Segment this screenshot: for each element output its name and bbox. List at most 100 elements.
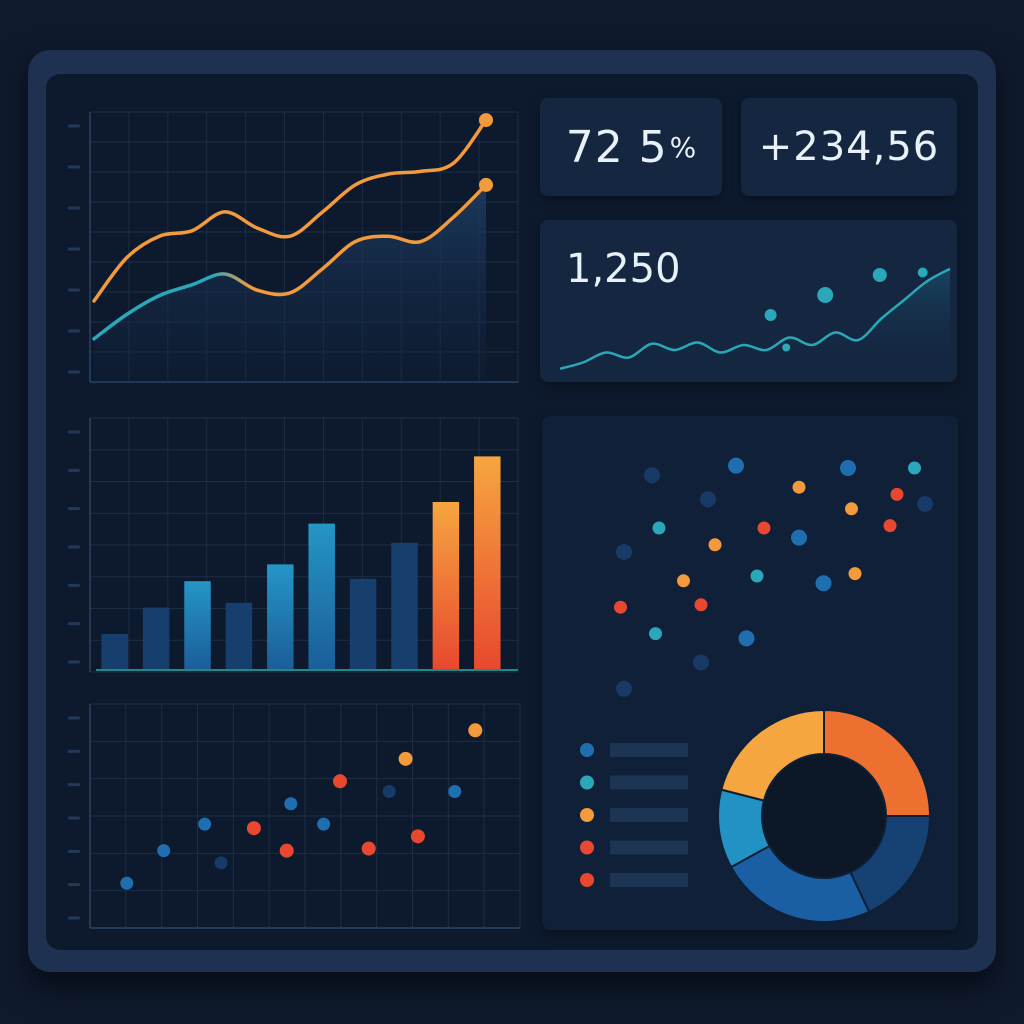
- scatter-point: [848, 567, 862, 581]
- y-tick-mark: [68, 430, 80, 434]
- scatter-point: [279, 843, 294, 858]
- bar: [267, 564, 294, 670]
- sparkline-point: [817, 287, 834, 303]
- y-tick-mark: [68, 206, 80, 210]
- sparkline-point: [917, 267, 928, 278]
- series-line-2: [92, 183, 488, 341]
- y-tick-mark: [68, 716, 80, 720]
- kpi-card-delta: +234,56: [741, 98, 957, 196]
- scatter-point: [652, 521, 666, 535]
- scatter-point: [840, 460, 856, 476]
- scatter-point: [333, 774, 347, 789]
- scatter-point: [614, 600, 627, 614]
- kpi-delta: +234,56: [741, 98, 957, 196]
- bar: [225, 602, 253, 670]
- kpi-card-count: 1,250: [540, 220, 957, 382]
- y-tick-mark: [68, 247, 80, 251]
- y-tick-mark: [68, 288, 80, 292]
- scatter-point: [644, 467, 660, 484]
- scatter-point: [120, 876, 134, 890]
- bar: [391, 542, 418, 670]
- bar-chart: [68, 417, 519, 673]
- scatter-chart-grid: [68, 703, 521, 929]
- scatter-point: [693, 654, 709, 671]
- sparkline-chart: [559, 267, 951, 375]
- kpi-percent-unit: %: [669, 130, 697, 164]
- scatter-point: [198, 817, 212, 831]
- legend-label-bar: [610, 743, 688, 757]
- legend-swatch: [580, 775, 594, 790]
- scatter-point: [246, 821, 261, 836]
- scatter-point: [398, 751, 413, 766]
- legend-swatch: [580, 840, 594, 855]
- scatter-point: [750, 569, 764, 583]
- scatter-chart-right: [614, 457, 933, 697]
- kpi-card-percent: 72 5%: [540, 98, 722, 196]
- legend-label-bar: [610, 775, 688, 790]
- scatter-point: [157, 844, 171, 858]
- y-tick-mark: [68, 622, 80, 626]
- donut-hole: [763, 755, 885, 877]
- y-tick-mark: [68, 468, 80, 472]
- scatter-point: [738, 630, 755, 647]
- scatter-donut-panel: [542, 416, 958, 930]
- scatter-point: [214, 856, 228, 870]
- scatter-point: [791, 529, 807, 546]
- scatter-point: [284, 797, 298, 811]
- sparkline-point: [764, 309, 777, 321]
- series-line-1: [92, 118, 488, 303]
- bar: [101, 634, 128, 670]
- scatter-point: [845, 502, 858, 516]
- donut-chart: [717, 708, 932, 923]
- scatter-point: [708, 538, 722, 552]
- bar: [349, 578, 377, 670]
- bar: [184, 581, 211, 670]
- scatter-point: [361, 841, 376, 856]
- sparkline-area: [560, 268, 950, 375]
- bar: [432, 502, 460, 670]
- y-tick-mark: [68, 749, 80, 753]
- kpi-count-value: 1,250: [566, 246, 681, 292]
- legend-swatch: [580, 808, 594, 822]
- y-tick-mark: [68, 165, 80, 169]
- y-tick-mark: [68, 916, 80, 920]
- series-area: [94, 184, 486, 382]
- series-end-point: [479, 113, 493, 128]
- legend-label-bar: [610, 840, 688, 855]
- scatter-point: [448, 784, 462, 798]
- scatter-point: [728, 457, 744, 474]
- y-tick-mark: [68, 816, 80, 820]
- scatter-point: [382, 784, 396, 798]
- scatter-point: [468, 723, 483, 738]
- scatter-point: [694, 598, 708, 612]
- donut-legend: [580, 743, 688, 887]
- line-chart: [68, 111, 519, 383]
- bar: [308, 523, 335, 670]
- y-tick-mark: [68, 370, 80, 374]
- donut-slice: [720, 708, 825, 802]
- kpi-percent-value: 72 5: [565, 121, 668, 173]
- kpi-percent: 72 5%: [540, 98, 722, 196]
- donut-slice: [823, 708, 932, 817]
- scatter-point: [616, 544, 632, 560]
- scatter-point: [890, 487, 904, 501]
- scatter-point: [700, 491, 716, 508]
- legend-swatch: [580, 743, 594, 757]
- legend-label-bar: [610, 873, 688, 887]
- scatter-chart: [68, 703, 521, 929]
- legend-swatch: [580, 873, 594, 887]
- sparkline-point: [782, 343, 791, 352]
- bar: [474, 456, 501, 670]
- scatter-point: [317, 817, 331, 831]
- sparkline-point: [872, 268, 887, 282]
- scatter-point: [917, 496, 933, 512]
- y-tick-mark: [68, 660, 80, 664]
- scatter-point: [616, 680, 632, 697]
- y-tick-mark: [68, 883, 80, 887]
- scatter-point: [883, 519, 897, 533]
- y-tick-mark: [68, 583, 80, 587]
- legend-label-bar: [610, 808, 688, 822]
- y-tick-mark: [68, 783, 80, 787]
- y-tick-mark: [68, 329, 80, 333]
- scatter-point: [410, 829, 425, 844]
